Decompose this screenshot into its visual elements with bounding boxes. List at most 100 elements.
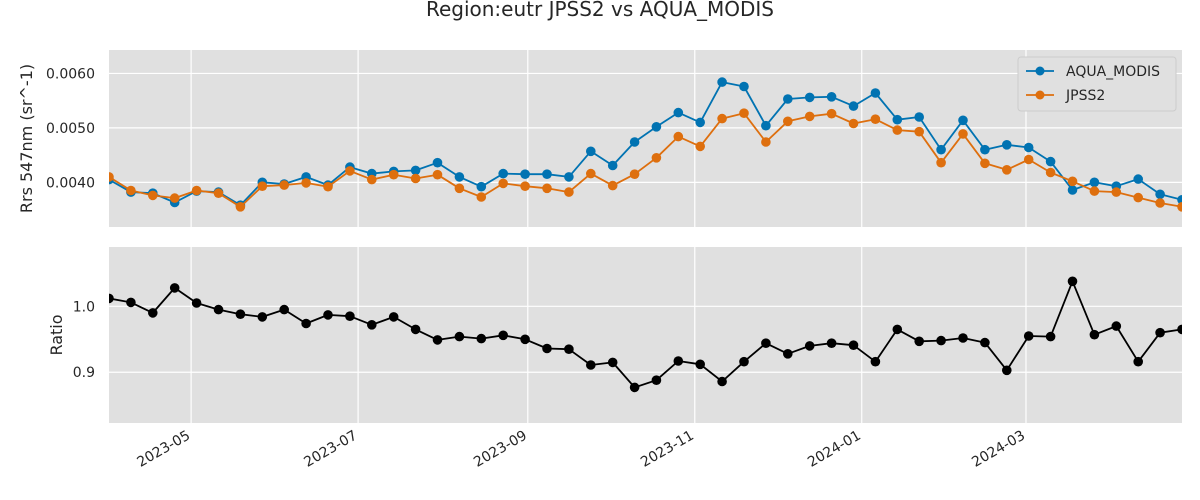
data-point-ratio	[1023, 331, 1034, 341]
data-point-ratio	[1067, 276, 1078, 287]
data-point-jpss2	[542, 183, 552, 194]
data-point-ratio	[761, 338, 771, 349]
data-point-ratio	[980, 337, 990, 348]
data-point-ratio	[717, 376, 727, 387]
data-point-ratio	[1133, 356, 1143, 367]
data-point-ratio	[148, 308, 158, 318]
data-point-ratio	[826, 338, 837, 349]
data-point-jpss2	[1023, 154, 1034, 165]
data-point-jpss2	[109, 172, 114, 182]
data-point-jpss2	[1155, 198, 1165, 208]
ratio-series	[109, 276, 1182, 393]
data-point-jpss2	[432, 169, 443, 180]
data-point-jpss2	[213, 188, 224, 198]
data-point-aqua-modis	[520, 169, 530, 179]
legend-marker-aqua-modis	[1035, 66, 1045, 76]
data-point-jpss2	[279, 180, 290, 190]
data-point-ratio	[629, 382, 640, 393]
data-point-ratio	[870, 356, 881, 367]
data-point-jpss2	[870, 114, 881, 124]
data-point-aqua-modis	[410, 165, 421, 176]
data-point-jpss2	[804, 111, 815, 122]
data-point-ratio	[914, 336, 924, 347]
data-point-ratio	[958, 333, 968, 343]
data-point-aqua-modis	[454, 172, 465, 182]
chart-title: Region:eutr JPSS2 vs AQUA_MODIS	[426, 0, 774, 21]
x-tick-label: 2024-01	[805, 428, 864, 471]
ratio-y-tick-label: 1.0	[73, 299, 95, 315]
data-point-ratio	[892, 324, 903, 335]
data-point-aqua-modis	[980, 144, 990, 155]
data-point-ratio	[542, 343, 552, 354]
data-point-ratio	[1002, 365, 1012, 376]
data-point-ratio	[586, 360, 596, 370]
data-point-jpss2	[717, 113, 727, 124]
data-point-ratio	[301, 318, 311, 329]
data-point-aqua-modis	[717, 77, 727, 87]
data-point-jpss2	[498, 178, 509, 189]
data-point-ratio	[848, 340, 859, 351]
data-point-jpss2	[629, 169, 640, 179]
rrs-series	[109, 77, 1182, 212]
data-point-ratio	[323, 310, 333, 320]
data-point-ratio	[1045, 331, 1056, 342]
data-point-jpss2	[1177, 202, 1182, 212]
data-point-aqua-modis	[1002, 140, 1012, 150]
legend-label-jpss2: JPSS2	[1065, 88, 1105, 104]
data-point-jpss2	[651, 153, 662, 163]
ratio-y-axis-label: Ratio	[47, 314, 66, 355]
ratio-y-tick-label: 0.9	[73, 365, 95, 381]
data-point-ratio	[213, 304, 224, 315]
data-point-aqua-modis	[870, 88, 881, 98]
data-point-jpss2	[126, 185, 136, 196]
data-point-ratio	[564, 344, 574, 355]
data-point-aqua-modis	[892, 114, 903, 125]
data-point-jpss2	[739, 108, 749, 118]
rrs-y-tick-label: 0.0050	[46, 121, 95, 137]
data-point-jpss2	[848, 118, 859, 129]
data-point-ratio	[695, 359, 705, 370]
data-point-jpss2	[783, 116, 793, 127]
data-point-aqua-modis	[629, 137, 640, 147]
data-point-ratio	[257, 312, 268, 322]
data-point-jpss2	[476, 192, 487, 202]
data-point-jpss2	[914, 126, 924, 137]
data-point-jpss2	[148, 190, 158, 201]
data-point-aqua-modis	[826, 92, 837, 102]
data-point-ratio	[345, 311, 355, 322]
data-point-jpss2	[1067, 176, 1078, 187]
data-point-jpss2	[761, 137, 771, 147]
data-point-aqua-modis	[848, 101, 859, 111]
data-point-jpss2	[564, 187, 574, 197]
data-point-aqua-modis	[476, 181, 487, 192]
data-point-ratio	[673, 356, 684, 366]
rrs-y-ticks: 0.0040 0.0050 0.0060	[46, 66, 95, 191]
data-point-ratio	[410, 324, 421, 335]
data-point-jpss2	[345, 166, 355, 176]
data-point-jpss2	[980, 158, 990, 169]
data-point-ratio	[739, 356, 749, 367]
data-point-jpss2	[826, 108, 837, 119]
data-point-jpss2	[454, 183, 465, 194]
data-point-jpss2	[257, 181, 268, 191]
data-point-ratio	[476, 333, 487, 344]
data-point-ratio	[498, 330, 509, 341]
legend-marker-jpss2	[1035, 90, 1045, 100]
data-point-aqua-modis	[1133, 174, 1143, 184]
data-point-ratio	[367, 320, 377, 330]
data-point-aqua-modis	[586, 146, 596, 157]
data-point-aqua-modis	[739, 81, 749, 92]
data-point-jpss2	[1002, 165, 1012, 175]
data-point-jpss2	[1133, 192, 1143, 203]
legend-label-aqua-modis: AQUA_MODIS	[1066, 64, 1160, 80]
x-ticks: 2023-05 2023-07 2023-09 2023-11 2024-01 2024-…	[134, 428, 1028, 471]
data-point-aqua-modis	[498, 168, 509, 179]
rrs-y-axis-label: Rrs 547nm (sr^-1)	[17, 64, 36, 213]
data-point-ratio	[783, 349, 793, 359]
data-point-aqua-modis	[1155, 189, 1165, 200]
data-point-ratio	[804, 341, 815, 351]
rrs-plot-area	[109, 50, 1182, 227]
data-point-jpss2	[323, 181, 333, 192]
data-point-aqua-modis	[783, 94, 793, 104]
data-point-ratio	[1111, 321, 1122, 331]
